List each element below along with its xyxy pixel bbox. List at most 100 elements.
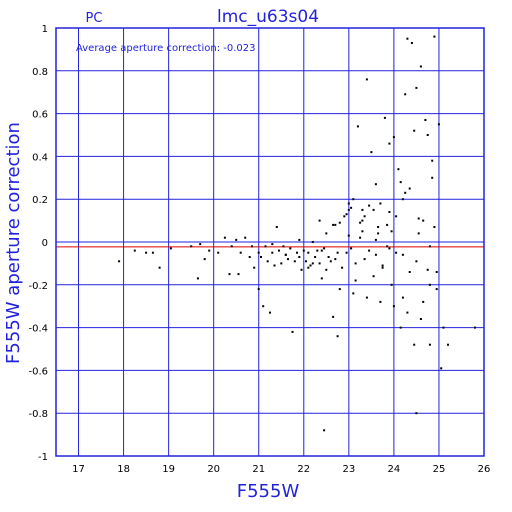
data-point — [377, 232, 380, 235]
data-point — [356, 125, 359, 128]
data-point — [395, 251, 398, 254]
data-point — [314, 256, 317, 258]
data-point — [428, 283, 431, 286]
y-tick-label: 0.2 — [32, 195, 48, 206]
data-point — [239, 251, 242, 254]
data-point — [440, 367, 443, 370]
data-point — [327, 256, 330, 258]
x-tick-label: 23 — [342, 464, 355, 475]
data-point — [419, 65, 422, 68]
data-point — [341, 266, 344, 269]
y-axis-label: F555W aperture correction — [3, 122, 24, 364]
data-point — [415, 260, 418, 263]
data-point — [426, 134, 429, 136]
data-point — [379, 202, 382, 205]
y-tick-label: -1 — [38, 452, 48, 463]
data-point — [413, 129, 416, 132]
data-point — [208, 249, 211, 252]
data-point — [347, 208, 350, 211]
data-point — [253, 266, 256, 269]
data-point — [413, 343, 416, 346]
data-point — [354, 262, 357, 265]
data-point — [251, 245, 253, 248]
data-point — [406, 37, 409, 40]
x-tick-label: 25 — [433, 464, 446, 475]
data-point — [404, 93, 407, 96]
data-point — [307, 266, 310, 269]
data-point — [397, 168, 400, 171]
data-point — [395, 215, 398, 218]
data-point — [311, 241, 314, 243]
data-point — [428, 245, 431, 248]
data-point — [228, 273, 231, 276]
y-tick-labels: 1 0.8 0.6 0.4 0.2 0 -0.2 -0.4 -0.6 -0.8 -1 — [28, 24, 48, 463]
data-point — [235, 238, 238, 241]
data-point — [260, 256, 262, 258]
data-point — [437, 123, 440, 126]
data-point — [311, 262, 314, 265]
data-point — [329, 260, 332, 263]
data-point — [474, 326, 476, 329]
y-tick-label: -0.6 — [28, 366, 48, 377]
data-points — [118, 35, 476, 432]
data-point — [199, 243, 202, 246]
data-point — [408, 271, 411, 273]
data-point — [365, 78, 368, 81]
data-point — [133, 249, 136, 252]
data-point — [435, 288, 438, 291]
data-point — [374, 238, 377, 241]
data-point — [410, 42, 413, 44]
data-point — [347, 234, 350, 237]
data-point — [334, 223, 337, 226]
data-point — [372, 208, 375, 211]
data-point — [257, 251, 260, 254]
chart-title: lmc_u63s04 — [217, 7, 319, 27]
data-point — [287, 258, 289, 261]
data-point — [406, 311, 409, 314]
data-point — [334, 258, 337, 261]
data-point — [359, 221, 362, 224]
y-tick-label: 0.8 — [32, 67, 48, 78]
data-point — [336, 251, 339, 254]
data-point — [368, 204, 371, 207]
data-point — [332, 223, 335, 226]
data-point — [431, 176, 434, 179]
data-point — [392, 136, 395, 139]
data-point — [388, 247, 391, 250]
data-point — [415, 86, 418, 89]
x-tick-label: 19 — [162, 464, 175, 475]
data-point — [289, 247, 292, 250]
data-point — [401, 253, 404, 256]
data-point — [408, 187, 411, 190]
x-tick-labels: 17 18 19 20 21 22 23 24 25 26 — [72, 464, 490, 475]
x-tick-label: 18 — [117, 464, 130, 475]
data-point — [332, 315, 335, 318]
data-point — [361, 219, 364, 222]
data-point — [447, 343, 449, 346]
data-point — [203, 258, 206, 261]
data-point — [264, 245, 267, 248]
x-tick-label: 17 — [72, 464, 85, 475]
data-point — [244, 236, 247, 239]
data-point — [428, 343, 431, 346]
data-point — [404, 191, 407, 194]
data-point — [118, 260, 121, 263]
data-point — [338, 288, 341, 291]
data-point — [399, 181, 402, 184]
data-point — [307, 251, 310, 254]
y-tick-label: 0.4 — [32, 152, 48, 163]
data-point — [158, 266, 161, 269]
data-point — [354, 279, 357, 282]
chart-tag: PC — [86, 11, 103, 26]
data-point — [426, 268, 429, 271]
data-point — [296, 251, 298, 254]
data-point — [347, 202, 350, 205]
data-point — [350, 206, 353, 209]
data-point — [370, 151, 373, 154]
data-point — [419, 318, 422, 320]
grid — [56, 27, 485, 457]
data-point — [266, 260, 269, 263]
data-point — [318, 219, 321, 222]
data-point — [345, 251, 348, 254]
data-point — [350, 247, 353, 250]
